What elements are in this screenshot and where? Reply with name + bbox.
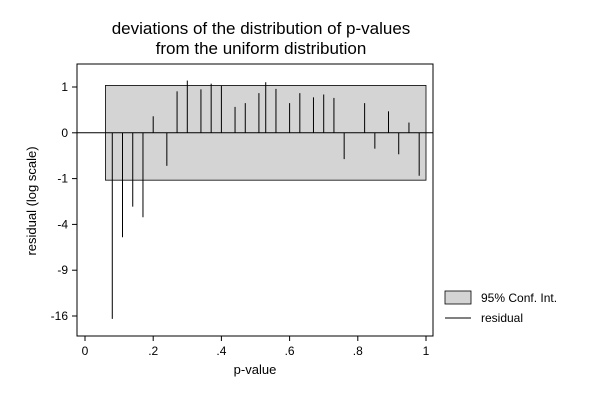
- x-axis-label: p-value: [234, 362, 277, 377]
- x-tick-label: .4: [216, 344, 226, 358]
- y-tick-label: -9: [57, 263, 68, 277]
- x-tick-label: .2: [148, 344, 158, 358]
- x-tick-label: 0: [82, 344, 89, 358]
- legend: 95% Conf. Int. residual: [444, 290, 557, 325]
- y-tick-label: 1: [61, 80, 68, 94]
- legend-label-residual: residual: [481, 311, 523, 325]
- y-tick-label: -4: [57, 217, 68, 231]
- plot-area: 1 0 -1 -4 -9 -16 0 .2 .4 .6 .8 1: [51, 63, 434, 358]
- legend-label-ci: 95% Conf. Int.: [481, 291, 557, 305]
- y-axis-label: residual (log scale): [24, 146, 39, 255]
- x-tick-label: .8: [353, 344, 363, 358]
- legend-swatch-ci: [444, 290, 472, 305]
- plot-frame: [76, 63, 434, 337]
- y-tick-label: -16: [51, 309, 69, 323]
- chart-title-line-2: from the uniform distribution: [156, 39, 367, 58]
- y-tick-label: -1: [57, 172, 68, 186]
- chart-title-line-1: deviations of the distribution of p-valu…: [112, 19, 411, 38]
- x-tick-label: 1: [423, 344, 430, 358]
- y-tick-label: 0: [61, 126, 68, 140]
- x-tick-label: .6: [285, 344, 295, 358]
